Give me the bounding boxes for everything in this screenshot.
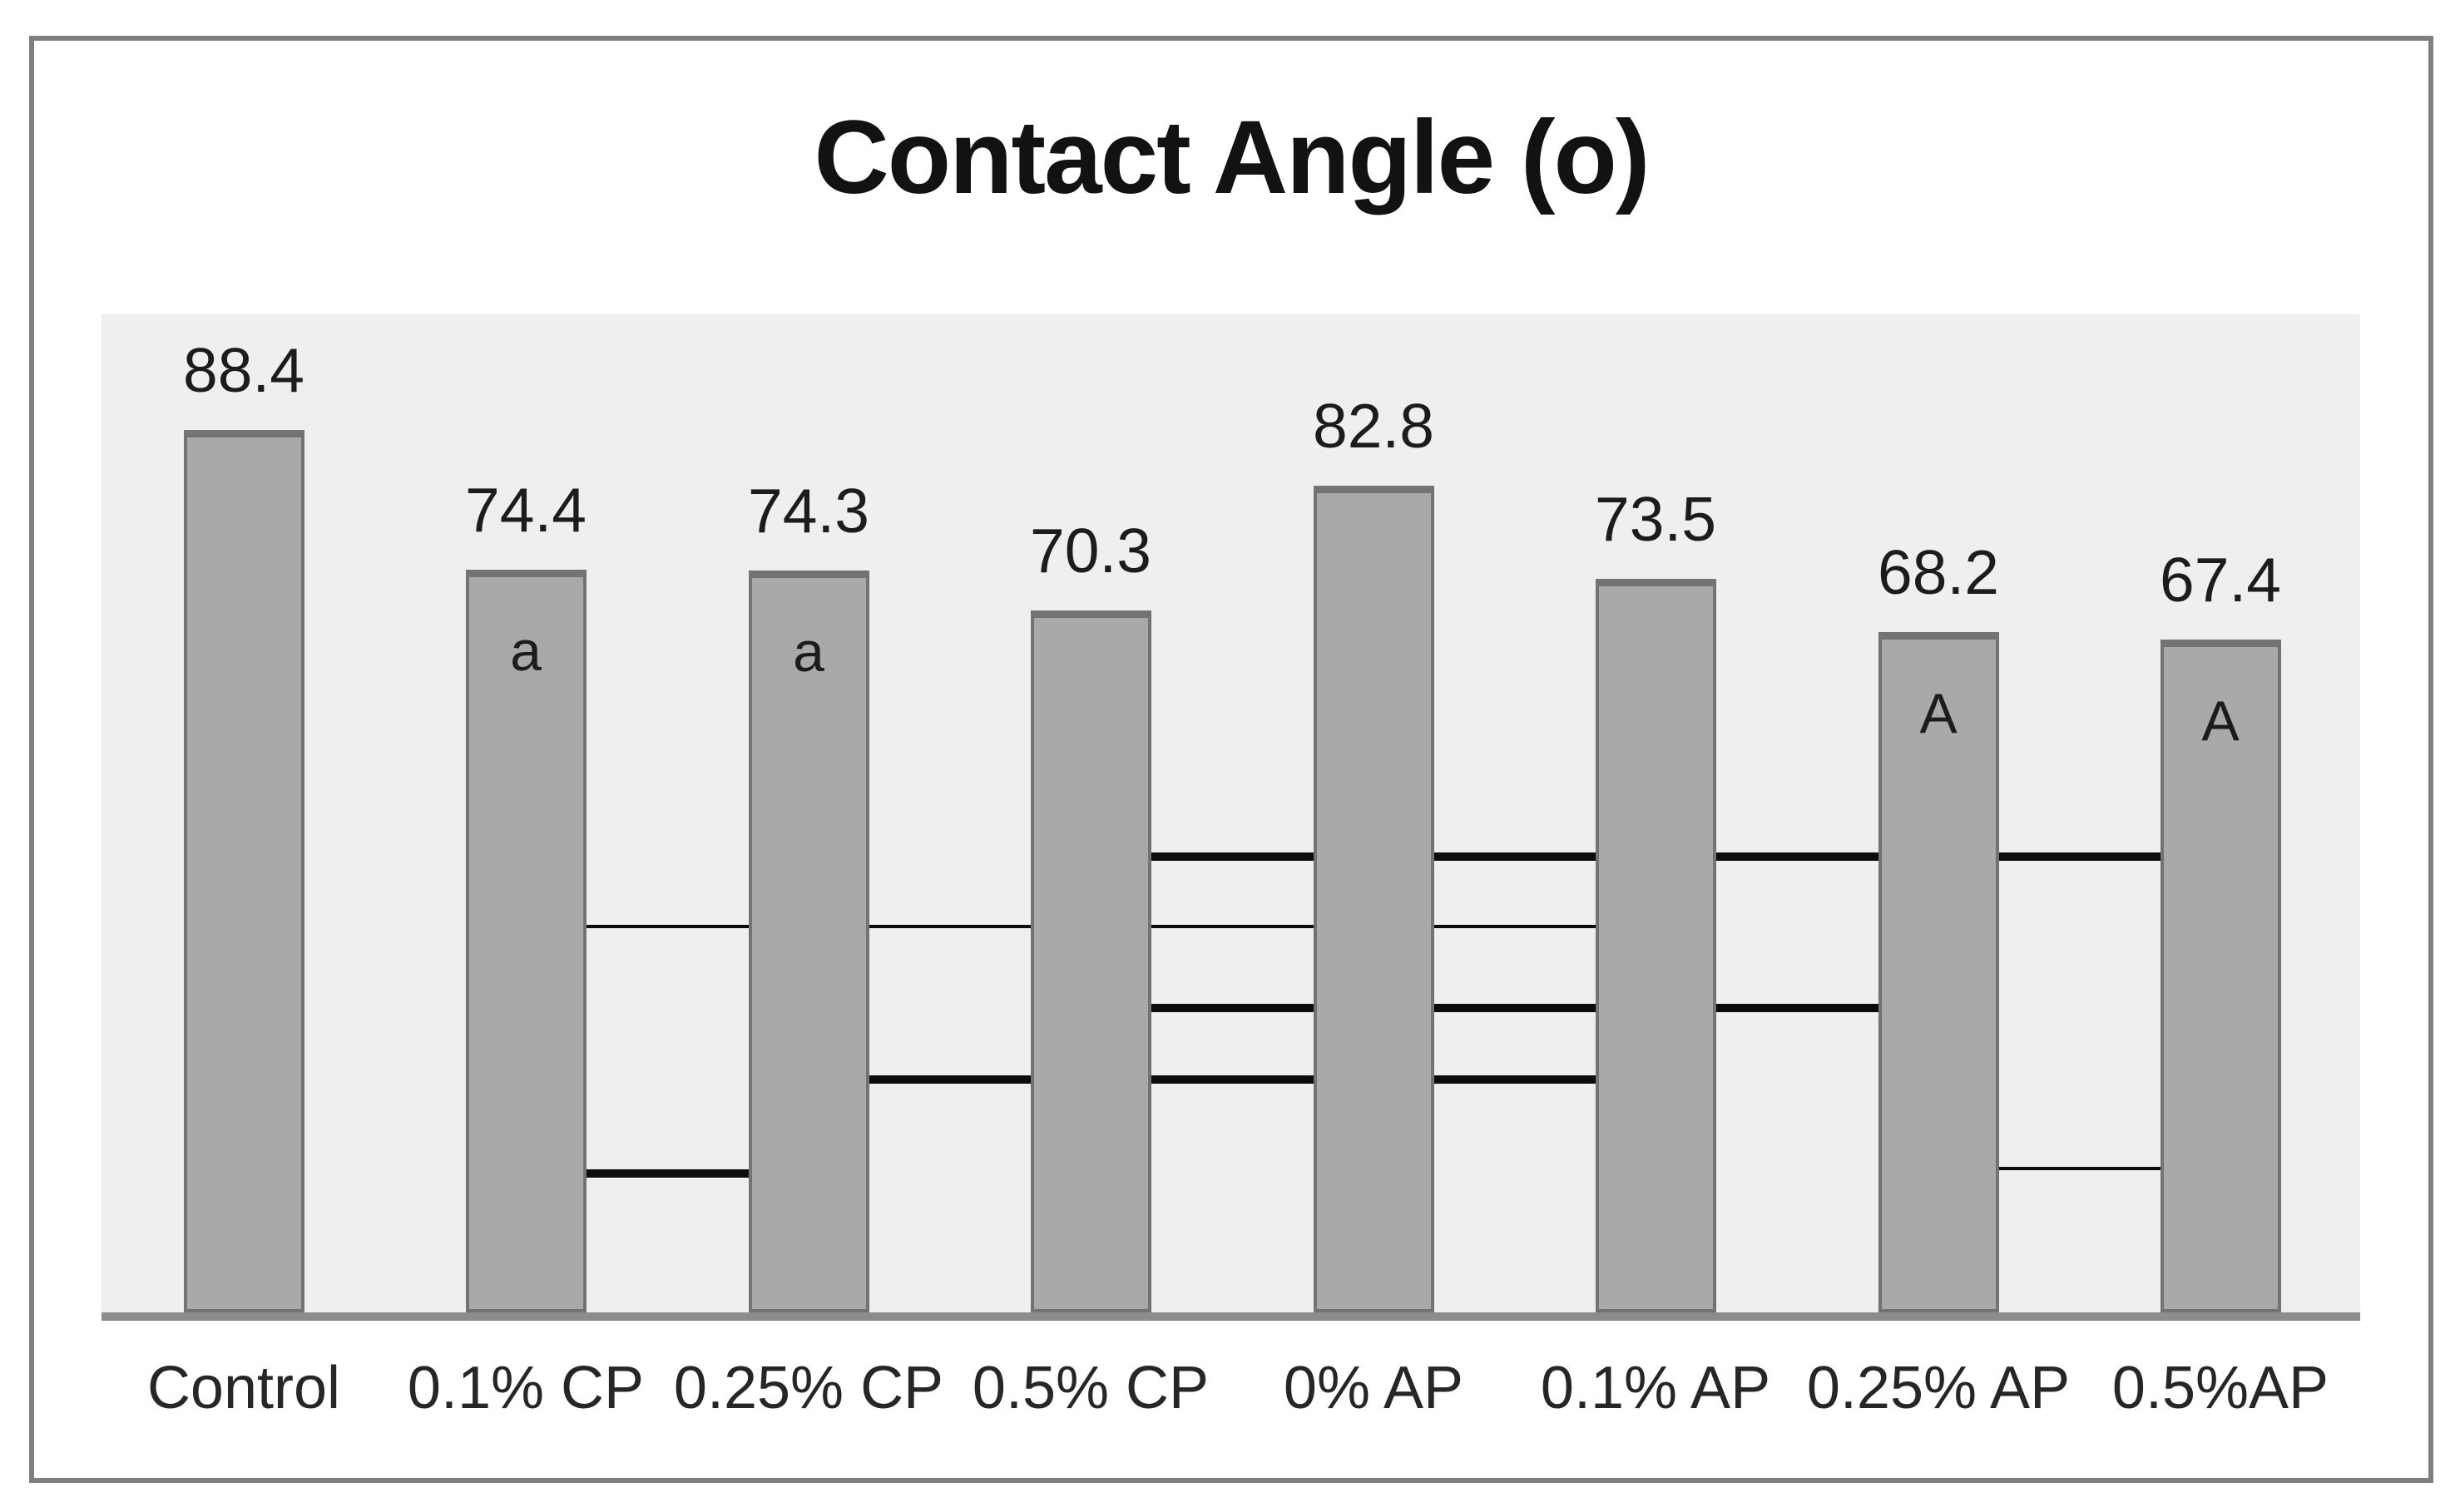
bracket-horizontal-line: [496, 1169, 806, 1178]
bar: [1313, 486, 1434, 1312]
x-axis-label: 0% AP: [1283, 1355, 1464, 1421]
bar-value-label: 74.3: [748, 476, 869, 546]
x-axis-label: 0.25% AP: [1806, 1355, 2071, 1421]
chart-title: Contact Angle (o): [814, 100, 1651, 215]
bar: a: [748, 571, 869, 1312]
bar-value-label: 88.4: [183, 335, 304, 405]
bracket-horizontal-line: [1091, 1004, 1952, 1012]
bracket-horizontal-line: [815, 1075, 1667, 1084]
bar: A: [2160, 640, 2281, 1312]
bar-letter-label: A: [1919, 682, 1958, 745]
significance-bracket: [1091, 1004, 1952, 1033]
bar-letter-label: a: [510, 620, 542, 683]
bar: A: [1878, 632, 1999, 1312]
bar-letter-label: a: [793, 620, 824, 684]
bar-value-label: 73.5: [1595, 484, 1716, 554]
significance-bracket: [815, 1075, 1667, 1107]
bar-value-label: 68.2: [1878, 537, 1999, 607]
bar: a: [465, 570, 587, 1312]
x-axis-label: Control: [146, 1355, 341, 1421]
bar: [1595, 579, 1716, 1312]
plot-area: [101, 314, 2360, 1312]
bar-value-label: 70.3: [1030, 516, 1151, 586]
x-axis-label: 0.25% CP: [673, 1355, 944, 1421]
x-axis-label: 0.1% AP: [1540, 1355, 1771, 1421]
bar-value-label: 67.4: [2160, 545, 2281, 615]
bar: [1030, 610, 1151, 1312]
bar-letter-label: A: [2201, 689, 2240, 753]
bar-value-label: 74.4: [465, 475, 587, 545]
x-axis-label: 0.1% CP: [407, 1355, 645, 1421]
x-axis-line: [101, 1312, 2360, 1321]
bracket-horizontal-line: [1926, 1167, 2230, 1170]
x-axis-label: 0.5% CP: [972, 1355, 1210, 1421]
bar: [183, 430, 304, 1312]
bar-value-label: 82.8: [1313, 391, 1434, 461]
x-axis-label: 0.5%AP: [2111, 1355, 2329, 1421]
